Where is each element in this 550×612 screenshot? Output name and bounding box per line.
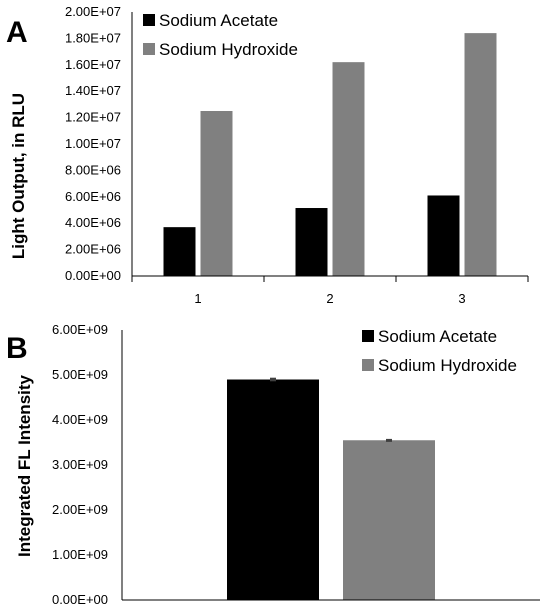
y-tick-label-b: 6.00E+09: [52, 322, 108, 337]
y-tick-label-b: 5.00E+09: [52, 367, 108, 382]
bar-sodium-hydroxide-3: [464, 33, 497, 277]
legend-swatch-sodium-acetate-a: [143, 14, 155, 26]
legend-label-sodium-acetate-a: Sodium Acetate: [159, 11, 278, 30]
legend-swatch-sodium-acetate-b: [362, 330, 374, 342]
y-tick-label-a: 8.00E+06: [65, 162, 121, 177]
bar-sodium-acetate-3: [427, 195, 460, 276]
legend-swatch-sodium-hydroxide-b: [362, 359, 374, 371]
y-tick-label-b: 1.00E+09: [52, 547, 108, 562]
y-tick-label-a: 1.20E+07: [65, 110, 121, 125]
y-tick-label-a: 1.80E+07: [65, 30, 121, 45]
x-tick-label-a: 2: [326, 291, 333, 306]
y-axis-label-a: Light Output, in RLU: [9, 93, 28, 259]
legend-a: Sodium Acetate Sodium Hydroxide: [143, 11, 298, 59]
x-tick-label-a: 1: [194, 291, 201, 306]
chart-a: A 0.00E+00 2.00E+06 4.00E+06 6.00E+06 8.00E+…: [6, 4, 529, 306]
panel-label-b: B: [6, 332, 28, 365]
x-tick-marks-a: [131, 276, 529, 282]
y-tick-label-b: 0.00E+00: [52, 592, 108, 607]
x-tick-labels-a: 1 2 3: [194, 291, 465, 306]
y-axis-label-b: Integrated FL Intensity: [15, 374, 34, 557]
bar-sodium-hydroxide-2: [332, 62, 365, 276]
y-tick-label-b: 3.00E+09: [52, 457, 108, 472]
x-tick-label-a: 3: [458, 291, 465, 306]
y-tick-label-a: 2.00E+06: [65, 242, 121, 257]
chart-b: B 0.00E+00 1.00E+09 2.00E+09 3.00E+09 4.00E+…: [6, 322, 540, 607]
y-tick-label-a: 6.00E+06: [65, 189, 121, 204]
legend-label-sodium-acetate-b: Sodium Acetate: [378, 327, 497, 346]
error-bar-sodium-hydroxide: [386, 438, 392, 442]
y-tick-label-a: 1.40E+07: [65, 83, 121, 98]
bar-sodium-acetate-1: [163, 227, 196, 276]
bar-sodium-acetate: [227, 379, 319, 600]
y-tick-label-a: 0.00E+00: [65, 268, 121, 283]
panel-label-a: A: [6, 16, 28, 49]
y-tick-label-a: 2.00E+07: [65, 4, 121, 19]
error-bar-sodium-acetate: [270, 377, 276, 382]
bar-sodium-hydroxide: [343, 440, 435, 600]
y-tick-label-a: 1.00E+07: [65, 136, 121, 151]
legend-swatch-sodium-hydroxide-a: [143, 43, 155, 55]
legend-label-sodium-hydroxide-a: Sodium Hydroxide: [159, 40, 298, 59]
y-tick-label-a: 4.00E+06: [65, 215, 121, 230]
bar-sodium-acetate-2: [295, 208, 328, 276]
bars-b: [227, 377, 435, 600]
y-tick-label-b: 2.00E+09: [52, 502, 108, 517]
y-tick-label-a: 1.60E+07: [65, 57, 121, 72]
bars-a: [163, 33, 497, 277]
y-tick-label-b: 4.00E+09: [52, 412, 108, 427]
legend-label-sodium-hydroxide-b: Sodium Hydroxide: [378, 356, 517, 375]
y-tick-labels-a: 0.00E+00 2.00E+06 4.00E+06 6.00E+06 8.00E+06…: [65, 4, 121, 283]
bar-sodium-hydroxide-1: [200, 111, 233, 276]
y-tick-labels-b: 0.00E+00 1.00E+09 2.00E+09 3.00E+09 4.00E+09…: [52, 322, 108, 607]
legend-b: Sodium Acetate Sodium Hydroxide: [362, 327, 517, 375]
